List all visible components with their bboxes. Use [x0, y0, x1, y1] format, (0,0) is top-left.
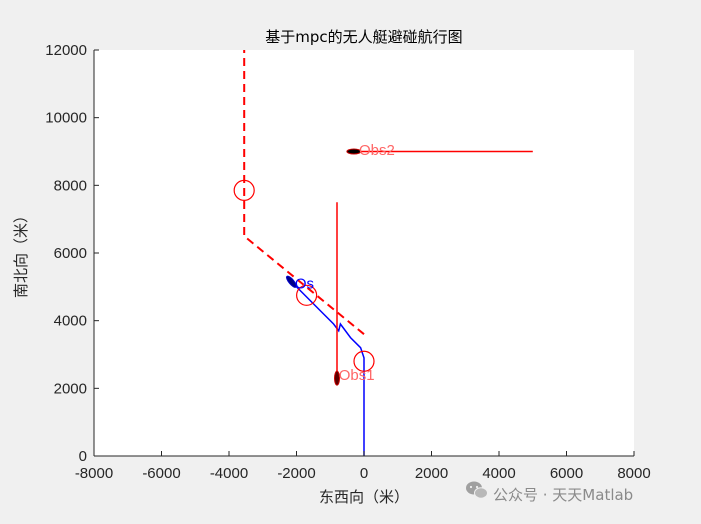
x-tick-label: 2000 [415, 465, 448, 482]
watermark-text: 公众号 · 天天Matlab [493, 486, 633, 504]
y-tick-label: 0 [79, 448, 87, 465]
annotation-label-2: Os [295, 276, 314, 293]
y-tick-label: 4000 [54, 313, 87, 330]
safety-circle-1 [296, 284, 318, 306]
wechat-icon [466, 481, 488, 499]
x-tick-label: -8000 [75, 465, 113, 482]
y-tick-label: 8000 [54, 177, 87, 194]
x-tick-label: -2000 [277, 465, 315, 482]
safety-circle-2 [353, 350, 375, 372]
vessel-marker-2 [286, 275, 297, 288]
safety-circle-0 [233, 179, 255, 202]
series-line-1 [285, 276, 365, 456]
x-tick-label: 6000 [550, 465, 583, 482]
y-tick-label: 12000 [45, 42, 87, 59]
vessel-marker-1 [346, 148, 362, 155]
x-ticks: -8000 -6000 -4000 -2000 0 2000 4000 6000 8000 [75, 451, 651, 482]
x-axis-title: 东西向（米） [319, 488, 409, 506]
x-tick-label: 8000 [617, 465, 650, 482]
series-line-0 [243, 50, 365, 335]
y-tick-label: 10000 [45, 110, 87, 127]
annotation-label-1: Obs2 [359, 142, 395, 159]
watermark: 公众号 · 天天Matlab [466, 481, 633, 504]
data-layer: Obs1 Obs2 Os [233, 50, 533, 456]
x-tick-label: -4000 [210, 465, 248, 482]
x-tick-label: 4000 [482, 465, 515, 482]
y-axis-title: 南北向（米） [12, 208, 30, 298]
x-tick-label: 0 [360, 465, 368, 482]
y-tick-label: 6000 [54, 245, 87, 262]
y-ticks: 0 2000 4000 6000 8000 10000 12000 [45, 42, 99, 465]
y-tick-label: 2000 [54, 380, 87, 397]
chart-title: 基于mpc的无人艇避碰航行图 [265, 28, 462, 46]
vessel-marker-0 [334, 370, 340, 386]
x-tick-label: -6000 [142, 465, 180, 482]
annotation-label-0: Obs1 [339, 367, 375, 384]
